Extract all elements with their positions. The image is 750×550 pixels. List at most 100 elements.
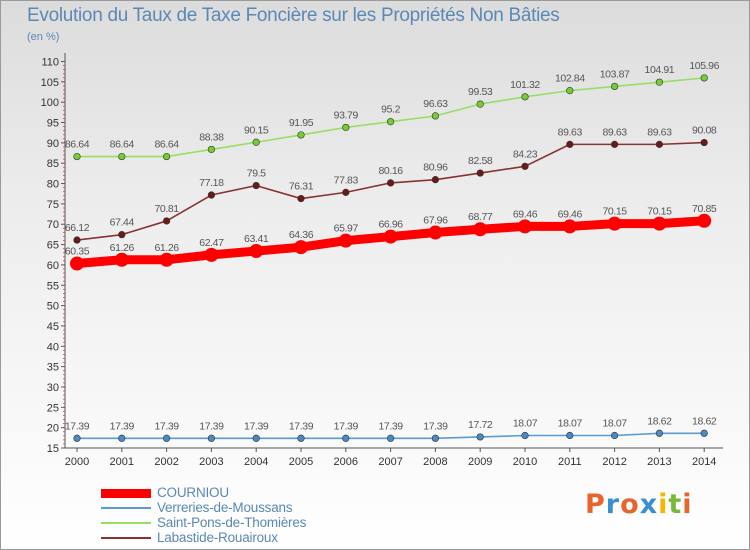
y-tick-label: 65	[47, 240, 59, 252]
data-point	[383, 229, 398, 244]
y-tick-label: 50	[47, 301, 59, 313]
data-point	[118, 231, 126, 239]
logo-letter: r	[605, 489, 621, 520]
data-label: 88.38	[199, 131, 224, 143]
data-point	[428, 225, 443, 240]
data-point	[431, 434, 440, 442]
data-point	[521, 162, 529, 170]
data-point	[700, 74, 708, 82]
data-point	[700, 429, 708, 437]
data-point	[252, 434, 260, 442]
data-point	[118, 434, 126, 442]
data-label: 90.15	[244, 124, 269, 136]
data-label: 17.39	[199, 420, 224, 432]
data-label: 105.96	[689, 60, 719, 72]
data-point	[655, 140, 664, 148]
data-label: 103.87	[600, 68, 630, 80]
data-point	[252, 181, 260, 190]
y-tick-label: 30	[47, 382, 59, 394]
data-point	[521, 431, 529, 440]
data-point	[207, 434, 215, 442]
data-point	[566, 431, 574, 440]
data-label: 18.07	[602, 418, 627, 430]
data-point	[204, 247, 219, 262]
data-label: 65.97	[334, 223, 359, 235]
data-point	[342, 188, 350, 196]
legend-label: COURNIOU	[157, 485, 229, 500]
data-point	[387, 118, 395, 126]
legend-label: Saint-Pons-de-Thomières	[157, 515, 307, 530]
data-point	[476, 169, 484, 177]
data-point	[566, 87, 574, 95]
data-label: 86.64	[65, 139, 90, 151]
y-tick-label: 20	[47, 423, 59, 435]
data-point	[297, 434, 305, 442]
legend-label: Labastide-Rouairoux	[157, 530, 278, 545]
data-label: 17.39	[334, 420, 359, 432]
data-point	[207, 145, 215, 154]
data-label: 86.64	[154, 139, 179, 151]
data-label: 66.96	[378, 219, 403, 231]
data-label: 64.36	[289, 229, 314, 241]
logo-letter: i	[658, 489, 669, 520]
data-point	[159, 252, 174, 267]
data-point	[338, 233, 353, 248]
chart-subtitle: (en %)	[27, 31, 60, 43]
data-label: 18.62	[647, 415, 672, 427]
y-tick-label: 35	[47, 362, 59, 374]
data-point	[252, 138, 260, 146]
data-label: 70.81	[154, 203, 179, 215]
data-label: 89.63	[602, 126, 627, 138]
data-label: 61.26	[154, 242, 179, 254]
data-label: 89.63	[647, 126, 672, 138]
line-chart: 15 20 25 30 35 40 45 50 55 60 65 70 75 80 85 90 95 100 105…	[41, 53, 723, 468]
logo-letter: o	[620, 489, 640, 520]
data-point	[342, 434, 350, 442]
y-tick-label: 60	[47, 260, 59, 272]
data-label: 18.62	[692, 415, 717, 427]
data-point	[518, 219, 532, 234]
data-label: 61.26	[110, 242, 135, 254]
x-tick-label: 2013	[647, 456, 671, 468]
data-point	[431, 176, 440, 184]
data-label: 77.83	[334, 174, 359, 186]
data-point	[73, 434, 81, 442]
data-label: 69.46	[513, 208, 538, 220]
data-label: 17.39	[244, 420, 269, 432]
chart-title: Evolution du Taux de Taxe Foncière sur l…	[27, 5, 560, 26]
data-point	[521, 93, 529, 101]
x-tick-label: 2000	[65, 456, 89, 468]
data-point	[610, 140, 619, 148]
data-point	[562, 219, 577, 234]
y-tick-label: 15	[47, 443, 59, 455]
data-label: 90.08	[692, 125, 717, 137]
data-point	[342, 123, 350, 132]
data-label: 17.39	[289, 420, 314, 432]
data-label: 76.31	[289, 181, 314, 193]
data-point	[118, 152, 126, 161]
logo-letter: t	[668, 489, 683, 520]
data-label: 17.72	[468, 419, 493, 431]
data-point	[610, 431, 619, 440]
data-label: 79.5	[247, 168, 266, 180]
data-label: 77.18	[199, 177, 224, 189]
proxiti-logo: Proxiti	[585, 489, 693, 520]
data-label: 17.39	[378, 420, 403, 432]
x-tick-label: 2003	[199, 456, 223, 468]
data-label: 93.79	[334, 109, 359, 121]
data-label: 86.64	[110, 139, 135, 151]
data-label: 84.23	[513, 148, 538, 160]
x-tick-label: 2011	[558, 456, 582, 468]
data-label: 68.77	[468, 211, 493, 223]
data-point	[655, 78, 664, 86]
data-point	[163, 434, 171, 442]
data-point	[473, 222, 488, 237]
data-label: 63.41	[244, 233, 269, 245]
data-label: 17.39	[423, 420, 448, 432]
x-tick-label: 2008	[423, 456, 447, 468]
data-point	[207, 191, 215, 199]
data-label: 17.39	[65, 420, 90, 432]
data-point	[70, 256, 84, 271]
data-label: 70.15	[647, 206, 672, 218]
data-label: 91.95	[289, 117, 314, 129]
